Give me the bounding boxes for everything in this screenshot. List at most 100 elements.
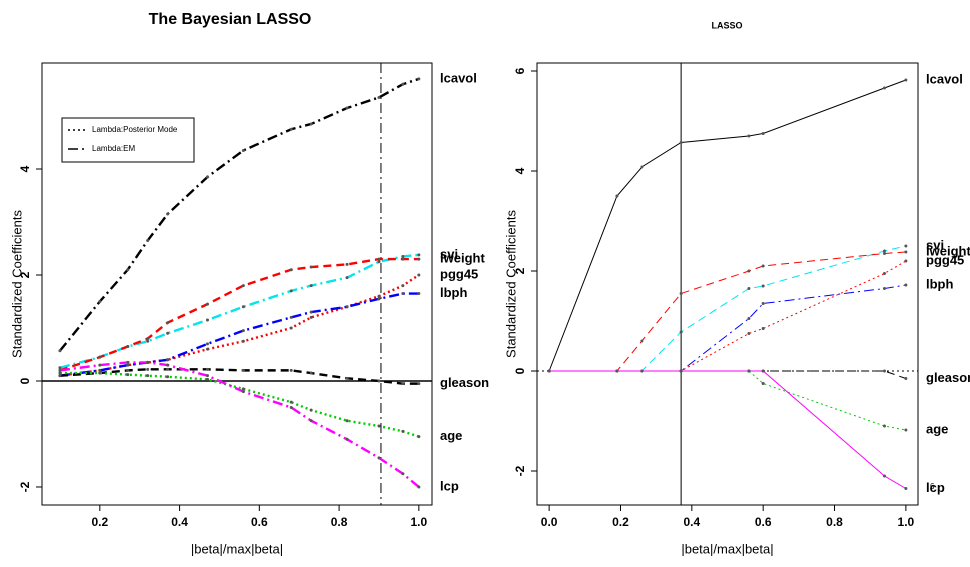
point-marker (401, 292, 405, 296)
y-tick-label: 6 (513, 67, 527, 74)
point-marker (309, 315, 313, 319)
x-tick-label: 0.8 (331, 515, 348, 529)
point-marker (377, 456, 381, 460)
point-marker (377, 95, 381, 99)
point-marker (615, 369, 619, 373)
point-marker (289, 405, 293, 409)
series-label: lweight (926, 243, 970, 258)
point-marker (126, 345, 130, 349)
series-label: gleason (440, 375, 489, 390)
point-marker (761, 132, 765, 135)
point-marker (904, 283, 908, 287)
point-marker (126, 363, 130, 367)
point-marker (98, 363, 102, 367)
series-label: lcp (926, 480, 945, 495)
point-marker (417, 382, 421, 386)
point-marker (166, 212, 170, 216)
point-marker (309, 265, 313, 269)
point-marker (401, 382, 405, 386)
chart-title: The Bayesian LASSO (149, 11, 312, 28)
point-marker (747, 287, 751, 290)
point-marker (761, 382, 765, 385)
point-marker (205, 175, 209, 179)
point-marker (205, 342, 209, 346)
series-line (549, 245, 906, 372)
x-tick-label: 1.0 (898, 515, 915, 529)
point-marker (241, 390, 245, 394)
point-marker (377, 260, 381, 264)
point-marker (241, 329, 245, 333)
point-marker (241, 387, 245, 391)
point-marker (679, 292, 683, 295)
point-marker (309, 371, 313, 375)
point-marker (345, 305, 349, 309)
series-label: lcavol (926, 71, 963, 86)
series-label: age (926, 421, 948, 436)
point-marker (640, 369, 644, 373)
point-marker (747, 332, 751, 335)
series-label: lbph (926, 276, 953, 291)
point-marker (289, 315, 293, 319)
point-marker (882, 86, 886, 90)
point-marker (126, 268, 130, 272)
x-tick-label: 1.0 (410, 515, 427, 529)
y-axis-label: Standardized Coefficients (503, 210, 518, 358)
x-tick-label: 0.8 (826, 515, 843, 529)
series-line (549, 251, 906, 372)
series-line (59, 257, 419, 372)
point-marker (241, 368, 245, 372)
point-marker (58, 371, 62, 375)
point-marker (126, 368, 130, 372)
point-marker (615, 194, 619, 198)
point-marker (417, 257, 421, 261)
point-marker (679, 369, 683, 373)
point-marker (882, 272, 886, 275)
point-marker (417, 253, 421, 257)
legend-label: Lambda:Posterior Mode (92, 125, 178, 134)
point-marker (417, 273, 421, 277)
point-marker (761, 264, 765, 268)
x-tick-label: 0.6 (755, 515, 772, 529)
point-marker (345, 262, 349, 266)
point-marker (58, 374, 62, 378)
x-tick-label: 0.6 (251, 515, 268, 529)
point-marker (205, 318, 209, 322)
point-marker (146, 339, 150, 343)
point-marker (205, 377, 209, 381)
x-tick-label: 0.4 (171, 515, 188, 529)
series-line (549, 260, 907, 372)
point-marker (205, 367, 209, 371)
series-label: lcavol (440, 70, 477, 85)
point-marker (377, 424, 381, 428)
point-marker (904, 428, 908, 432)
point-marker (166, 358, 170, 362)
point-marker (377, 297, 381, 301)
series-label: pgg45 (926, 252, 964, 267)
point-marker (58, 368, 62, 372)
point-marker (146, 367, 150, 371)
x-tick-label: 0.4 (683, 515, 700, 529)
point-marker (146, 374, 150, 378)
point-marker (417, 292, 421, 296)
point-marker (309, 408, 313, 412)
point-marker (417, 485, 421, 489)
point-marker (401, 254, 405, 258)
x-axis-label: |beta|/max|beta| (681, 541, 773, 556)
point-marker (747, 269, 751, 273)
point-marker (166, 367, 170, 371)
y-tick-label: -2 (18, 481, 32, 492)
series-line (548, 79, 907, 372)
point-marker (679, 141, 683, 144)
x-tick-label: 0.2 (91, 515, 108, 529)
y-tick-label: 2 (513, 267, 527, 274)
point-marker (241, 305, 245, 309)
point-marker (904, 487, 908, 490)
point-marker (904, 250, 908, 254)
point-marker (98, 299, 102, 303)
series-line (549, 284, 906, 372)
point-marker (417, 77, 421, 81)
point-marker (58, 349, 62, 353)
point-marker (377, 294, 381, 298)
annotation: 6 (930, 482, 935, 491)
